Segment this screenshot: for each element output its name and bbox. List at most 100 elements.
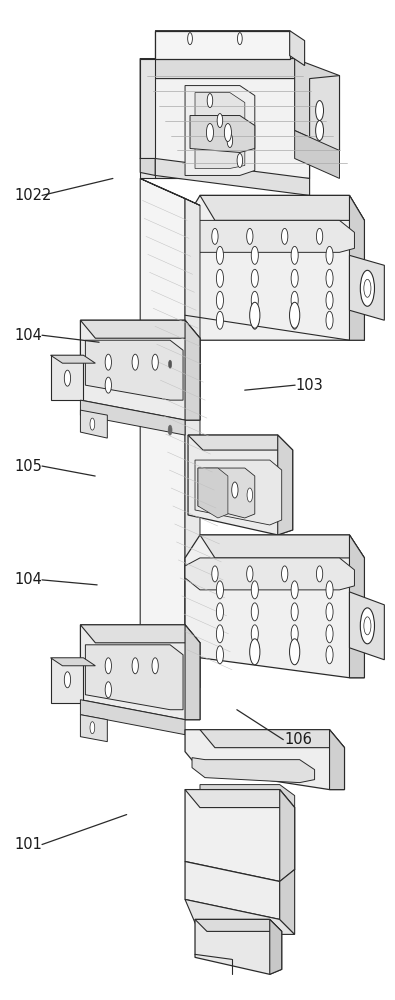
Circle shape (188, 33, 192, 45)
Circle shape (291, 269, 298, 287)
Polygon shape (51, 658, 83, 703)
Circle shape (291, 291, 298, 309)
Circle shape (237, 33, 242, 45)
Polygon shape (185, 198, 200, 688)
Circle shape (216, 291, 224, 309)
Circle shape (246, 228, 253, 244)
Circle shape (316, 228, 323, 244)
Circle shape (326, 311, 333, 329)
Polygon shape (81, 625, 200, 720)
Polygon shape (81, 700, 185, 735)
Circle shape (105, 354, 111, 370)
Polygon shape (140, 158, 155, 175)
Polygon shape (192, 758, 314, 783)
Polygon shape (51, 355, 95, 363)
Circle shape (326, 246, 333, 264)
Circle shape (90, 418, 95, 430)
Circle shape (291, 311, 298, 329)
Circle shape (251, 311, 258, 329)
Polygon shape (185, 195, 365, 340)
Circle shape (251, 246, 258, 264)
Text: 101: 101 (15, 837, 42, 852)
Circle shape (326, 603, 333, 621)
Polygon shape (295, 59, 339, 150)
Circle shape (326, 581, 333, 599)
Circle shape (216, 646, 224, 664)
Polygon shape (185, 558, 354, 590)
Polygon shape (310, 76, 339, 152)
Polygon shape (195, 919, 282, 931)
Polygon shape (51, 658, 95, 666)
Circle shape (250, 639, 260, 665)
Polygon shape (200, 535, 365, 558)
Circle shape (316, 101, 324, 121)
Polygon shape (350, 592, 384, 660)
Circle shape (250, 302, 260, 328)
Circle shape (227, 134, 233, 147)
Circle shape (364, 617, 371, 635)
Text: 104: 104 (15, 572, 42, 587)
Polygon shape (185, 790, 295, 881)
Polygon shape (188, 435, 293, 450)
Polygon shape (140, 178, 185, 680)
Circle shape (251, 269, 258, 287)
Circle shape (169, 360, 172, 368)
Polygon shape (185, 625, 200, 720)
Circle shape (291, 581, 298, 599)
Polygon shape (185, 899, 295, 934)
Polygon shape (350, 535, 365, 678)
Polygon shape (188, 435, 293, 535)
Circle shape (216, 246, 224, 264)
Polygon shape (195, 460, 282, 525)
Polygon shape (81, 400, 185, 435)
Circle shape (291, 246, 298, 264)
Circle shape (105, 682, 111, 698)
Polygon shape (185, 535, 365, 678)
Polygon shape (198, 468, 255, 518)
Text: 106: 106 (284, 732, 312, 747)
Polygon shape (185, 220, 354, 252)
Circle shape (360, 270, 374, 306)
Circle shape (291, 646, 298, 664)
Circle shape (207, 94, 213, 108)
Circle shape (132, 658, 138, 674)
Polygon shape (185, 861, 280, 919)
Text: 104: 104 (15, 328, 42, 343)
Circle shape (152, 658, 158, 674)
Circle shape (212, 566, 218, 582)
Polygon shape (155, 31, 200, 59)
Circle shape (251, 603, 258, 621)
Polygon shape (81, 625, 200, 643)
Polygon shape (195, 919, 282, 974)
Polygon shape (81, 320, 200, 338)
Polygon shape (140, 59, 310, 79)
Polygon shape (290, 31, 305, 66)
Circle shape (216, 311, 224, 329)
Polygon shape (155, 158, 310, 195)
Circle shape (237, 153, 243, 167)
Polygon shape (329, 730, 344, 790)
Polygon shape (280, 790, 295, 881)
Polygon shape (81, 320, 200, 420)
Circle shape (224, 124, 231, 141)
Polygon shape (200, 195, 365, 220)
Circle shape (64, 370, 71, 386)
Circle shape (132, 354, 138, 370)
Circle shape (282, 228, 288, 244)
Text: 1022: 1022 (15, 188, 52, 203)
Polygon shape (140, 59, 155, 178)
Polygon shape (350, 255, 384, 320)
Polygon shape (200, 785, 295, 810)
Polygon shape (295, 131, 339, 178)
Circle shape (316, 121, 324, 140)
Circle shape (251, 646, 258, 664)
Circle shape (216, 269, 224, 287)
Circle shape (247, 488, 252, 502)
Circle shape (326, 269, 333, 287)
Polygon shape (81, 410, 107, 438)
Circle shape (316, 566, 323, 582)
Circle shape (90, 722, 95, 734)
Circle shape (105, 658, 111, 674)
Text: 103: 103 (296, 378, 324, 393)
Circle shape (64, 672, 71, 688)
